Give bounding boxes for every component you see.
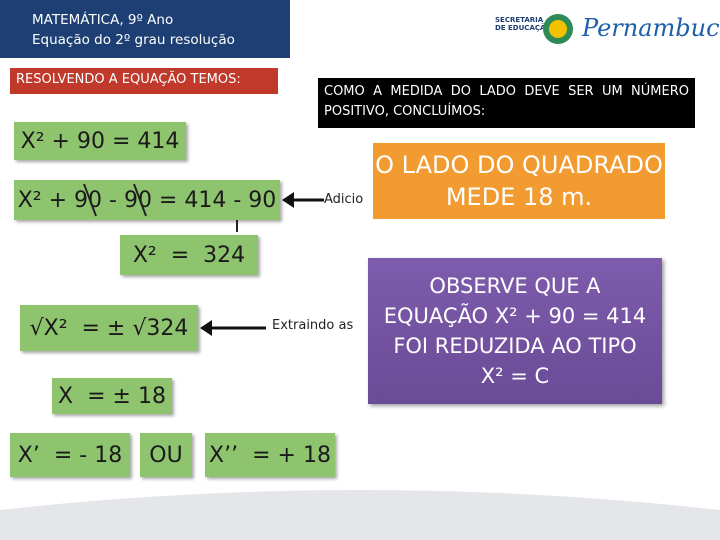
strike-marks bbox=[83, 183, 147, 217]
header-band: MATEMÁTICA, 9º Ano Equação do 2º grau re… bbox=[0, 0, 290, 58]
note: Adicio bbox=[324, 192, 364, 207]
result-line: MEDE 18 m. bbox=[445, 183, 593, 211]
header: MATEMÁTICA, 9º Ano Equação do 2º grau re… bbox=[0, 0, 720, 58]
observation-line: X² = C bbox=[480, 364, 550, 388]
logo-state: Pernambuco bbox=[582, 14, 720, 42]
observation-box: OBSERVE QUE A EQUAÇÃO X² + 90 = 414 FOI … bbox=[368, 258, 662, 404]
result-box: O LADO DO QUADRADO MEDE 18 m. bbox=[373, 143, 665, 219]
connector bbox=[236, 220, 238, 232]
step-box: X² = 324 bbox=[120, 235, 258, 275]
header-title: Equação do 2º grau resolução bbox=[32, 32, 235, 48]
note: Extraindo as bbox=[272, 318, 354, 333]
logo-text: DE EDUCAÇÃO bbox=[495, 24, 552, 32]
footer-wave bbox=[0, 490, 720, 540]
root-box: X’’ = + 18 bbox=[205, 433, 335, 477]
intro-box: RESOLVENDO A EQUAÇÃO TEMOS: bbox=[10, 68, 278, 94]
header-title: MATEMÁTICA, 9º Ano bbox=[32, 12, 174, 28]
arrow bbox=[282, 192, 324, 208]
observation-line: FOI REDUZIDA AO TIPO bbox=[393, 334, 637, 358]
observation-line: EQUAÇÃO X² + 90 = 414 bbox=[383, 304, 647, 328]
observation-line: OBSERVE QUE A bbox=[429, 274, 601, 298]
logo-text: SECRETARIA bbox=[495, 16, 544, 24]
arrow bbox=[200, 320, 266, 336]
root-box: X’ = - 18 bbox=[10, 433, 130, 477]
step-box: X = ± 18 bbox=[52, 378, 172, 414]
logo-emblem bbox=[543, 14, 573, 44]
step-box: X² + 90 - 90 = 414 - 90 bbox=[14, 180, 280, 220]
logo-agency: SECRETARIA DE EDUCAÇÃO bbox=[495, 16, 551, 32]
result-line: O LADO DO QUADRADO bbox=[375, 151, 663, 179]
step-box: √X² = ± √324 bbox=[20, 305, 198, 351]
joiner-box: OU bbox=[140, 433, 192, 477]
conclusion-box: COMO A MEDIDA DO LADO DEVE SER UM NÚMERO… bbox=[318, 78, 695, 128]
step-box: X² + 90 = 414 bbox=[14, 122, 186, 160]
